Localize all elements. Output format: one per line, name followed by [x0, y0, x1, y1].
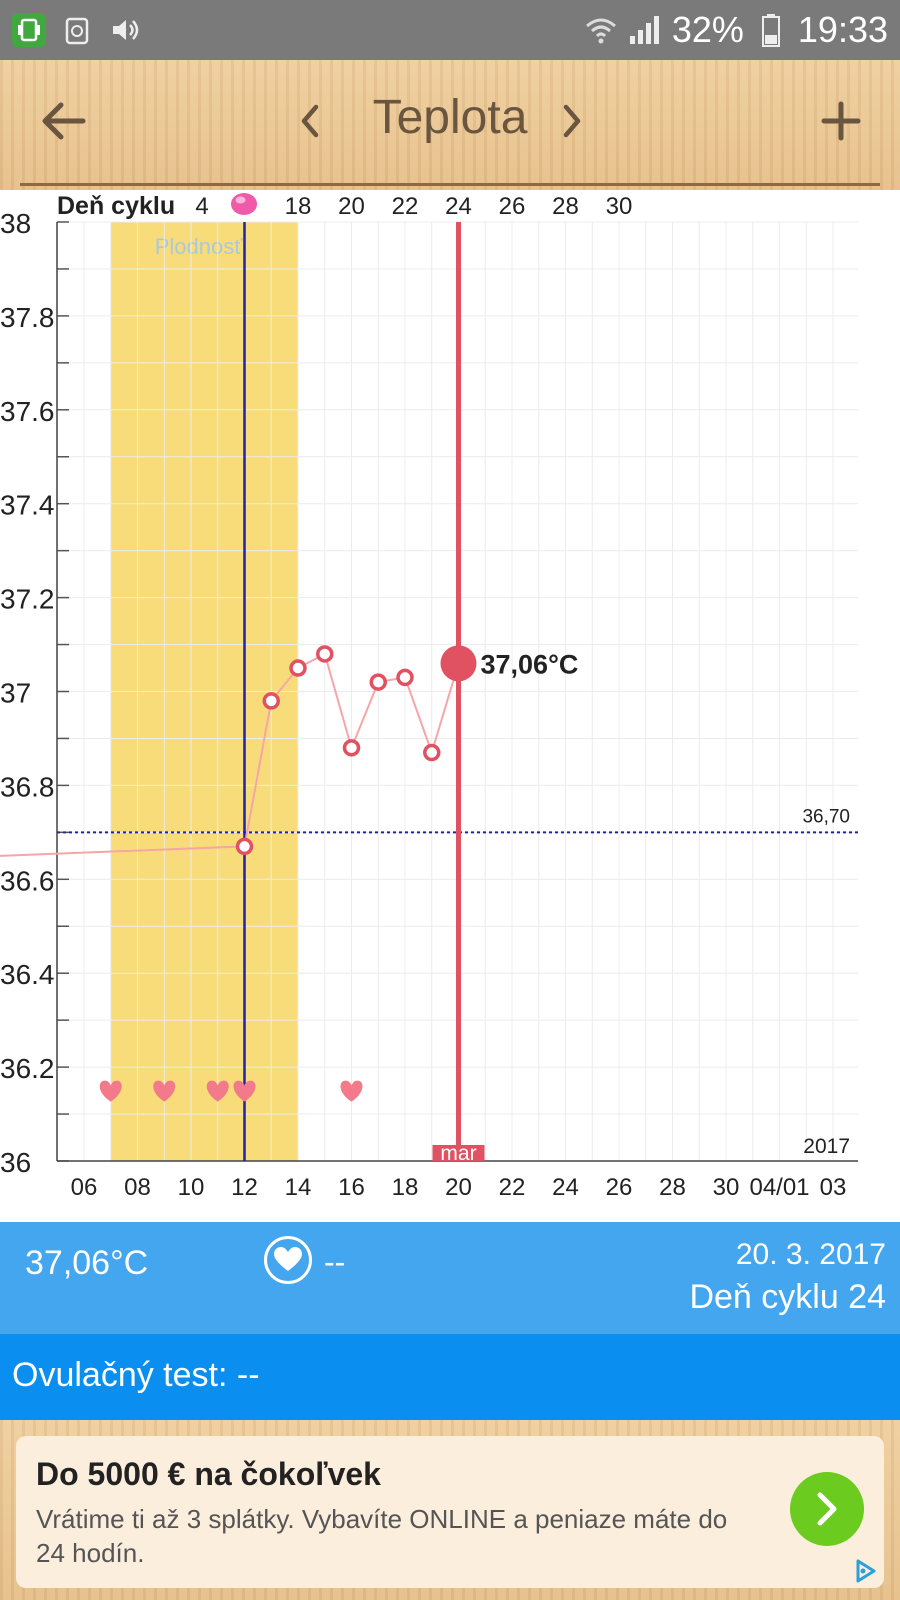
month-tag-bg	[432, 1145, 485, 1161]
signal-icon	[628, 13, 662, 47]
intercourse-heart-icon	[206, 1080, 229, 1102]
ad-banner[interactable]: Do 5000 € na čokoľvek Vrátime ti až 3 sp…	[16, 1436, 884, 1588]
x-tick-label: 28	[659, 1174, 686, 1201]
ovulation-marker-highlight	[235, 196, 246, 204]
intercourse-heart-icon	[99, 1080, 122, 1102]
ad-area: Do 5000 € na čokoľvek Vrátime ti až 3 sp…	[0, 1420, 900, 1600]
y-tick-label: 36.8	[0, 771, 55, 802]
temperature-point	[342, 739, 361, 757]
year-label: 2017	[803, 1135, 850, 1158]
ad-body: Vrátime ti až 3 splátky. Vybavíte ONLINE…	[36, 1504, 728, 1568]
y-tick-label: 37.6	[0, 396, 55, 427]
coverline-label: 36,70	[802, 806, 850, 827]
y-tick-label: 37.2	[0, 584, 55, 615]
plus-icon	[821, 101, 861, 141]
chart-svg: Plodnosť 38 37.8 37.6 37.4 37.2 37 36.8 36.6 36.4…	[0, 192, 858, 1201]
top-tick-label: 22	[392, 193, 419, 220]
month-tag: mar	[440, 1142, 476, 1165]
x-tick-label: 16	[338, 1174, 365, 1201]
add-button[interactable]	[808, 88, 874, 154]
x-tick-label: 18	[392, 1174, 419, 1201]
header-divider	[20, 183, 880, 186]
intercourse-button[interactable]	[264, 1236, 312, 1284]
chevron-right-icon	[563, 104, 581, 138]
top-tick-label: 30	[606, 193, 633, 220]
x-tick-label: 14	[285, 1174, 312, 1201]
x-tick-label: 24	[552, 1174, 579, 1201]
back-button[interactable]	[30, 88, 96, 154]
y-tick-label: 36	[0, 1147, 31, 1178]
y-tick-label: 37.8	[0, 302, 55, 333]
clock: 19:33	[797, 9, 888, 50]
top-tick-label: 4	[195, 193, 208, 220]
x-tick-label: 08	[124, 1174, 151, 1201]
selected-temperature-label: 37,06°C	[481, 649, 579, 679]
temperature-point	[262, 692, 280, 710]
selected-day-panel[interactable]: 37,06°C -- 20. 3. 2017 Deň cyklu 24	[0, 1222, 900, 1334]
top-tick-label: 20	[338, 193, 365, 220]
x-tick-label: 03	[820, 1174, 847, 1201]
x-tick-label: 22	[499, 1174, 526, 1201]
temperature-line	[0, 652, 460, 857]
chevron-left-icon	[301, 104, 319, 138]
ad-choices-icon[interactable]	[850, 1556, 880, 1586]
previous-button[interactable]	[290, 88, 330, 154]
page-title: Teplota	[372, 91, 528, 144]
intercourse-heart-icon	[340, 1080, 363, 1102]
ad-open-button[interactable]	[790, 1472, 864, 1546]
x-tick-label: 20	[445, 1174, 472, 1201]
temperature-point	[316, 645, 334, 663]
next-button[interactable]	[552, 88, 592, 154]
intercourse-value: --	[324, 1244, 346, 1280]
status-bar: 32% 19:33	[0, 0, 900, 60]
selected-temperature: 37,06°C	[25, 1244, 149, 1282]
ovulation-test-label: Ovulačný test: --	[12, 1356, 260, 1394]
wifi-icon	[584, 13, 618, 47]
fertile-label: Plodnosť	[155, 234, 244, 259]
temperature-point	[289, 659, 307, 677]
y-tick-label: 38	[0, 208, 31, 239]
ovulation-marker	[231, 193, 257, 215]
recycle-icon	[60, 13, 94, 47]
x-tick-label: 06	[71, 1174, 98, 1201]
temperature-point	[235, 837, 254, 856]
volume-icon	[108, 13, 142, 47]
y-tick-label: 36.2	[0, 1053, 55, 1084]
selected-cycle-day: Deň cyklu 24	[689, 1278, 886, 1316]
top-axis-label: Deň cyklu	[57, 192, 175, 220]
selected-date: 20. 3. 2017	[735, 1238, 886, 1271]
temperature-point	[423, 743, 441, 762]
y-tick-label: 36.6	[0, 865, 55, 896]
y-tick-label: 36.4	[0, 959, 55, 990]
y-tick-label: 37.4	[0, 490, 55, 521]
selected-temperature-point	[440, 645, 477, 682]
top-tick-label: 18	[285, 193, 312, 220]
battery-icon	[754, 13, 788, 47]
heart-icon	[274, 1247, 302, 1271]
temperature-chart[interactable]: Plodnosť 38 37.8 37.6 37.4 37.2 37 36.8 36.6 36.4…	[0, 190, 900, 1222]
temperature-point	[396, 668, 414, 687]
intercourse-heart-icon	[153, 1080, 176, 1102]
intercourse-heart-icon	[233, 1080, 256, 1102]
top-tick-label: 24	[445, 193, 472, 220]
app-header: Teplota	[0, 60, 900, 190]
x-tick-label: 26	[606, 1174, 633, 1201]
arrow-left-icon	[42, 102, 86, 140]
app-notification-icon	[12, 13, 46, 47]
battery-percent: 32%	[671, 9, 744, 50]
x-tick-label: 12	[231, 1174, 258, 1201]
x-tick-label: 30	[713, 1174, 740, 1201]
temperature-point	[369, 673, 387, 691]
x-tick-label: 04/01	[749, 1174, 809, 1201]
top-tick-label: 26	[499, 193, 526, 220]
ovulation-test-panel[interactable]: Ovulačný test: --	[0, 1334, 900, 1420]
chevron-right-icon	[817, 1492, 837, 1526]
y-tick-label: 37	[0, 678, 31, 709]
ad-title: Do 5000 € na čokoľvek	[36, 1456, 381, 1492]
x-tick-label: 10	[178, 1174, 205, 1201]
top-tick-label: 28	[552, 193, 579, 220]
